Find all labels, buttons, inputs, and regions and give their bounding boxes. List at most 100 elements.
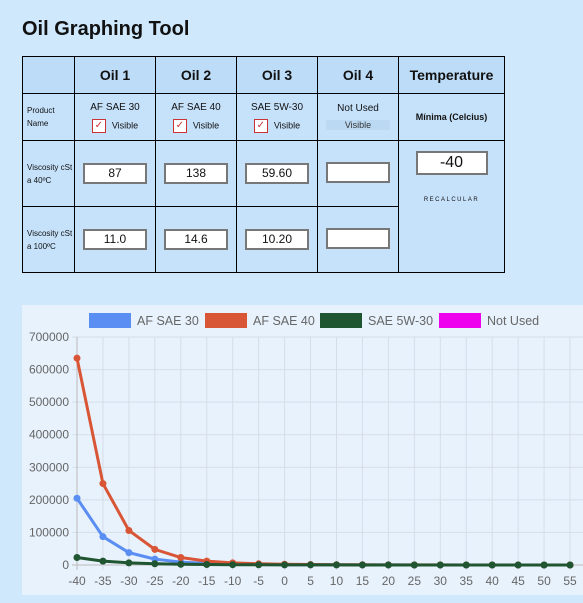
- data-point: [151, 545, 159, 553]
- viscosity-input[interactable]: 14.6: [164, 229, 228, 250]
- temperature-input[interactable]: -40: [415, 151, 488, 175]
- data-point: [99, 533, 107, 541]
- legend-swatch: [320, 313, 362, 328]
- data-point: [73, 554, 81, 562]
- viscosity-input[interactable]: 11.0: [83, 229, 147, 250]
- x-tick-label: -40: [68, 574, 86, 588]
- data-point: [203, 561, 211, 569]
- column-header: Oil 2: [155, 56, 237, 94]
- y-tick-label: 500000: [29, 395, 69, 409]
- y-tick-label: 200000: [29, 493, 69, 507]
- page-title: Oil Graphing Tool: [22, 18, 190, 40]
- temperature-label: Mínima (Celcius): [398, 93, 505, 141]
- x-tick-label: -35: [94, 574, 112, 588]
- x-tick-label: -10: [224, 574, 242, 588]
- series-line: [76, 556, 571, 567]
- y-tick-label: 700000: [29, 330, 69, 344]
- data-point: [462, 561, 470, 569]
- y-tick-label: 0: [62, 558, 69, 572]
- legend-label: Not Used: [487, 314, 539, 328]
- product-cell: AF SAE 40 ✓ Visible: [155, 93, 237, 141]
- data-point: [436, 561, 444, 569]
- column-header: Oil 4: [317, 56, 399, 94]
- x-tick-label: 40: [485, 574, 499, 588]
- x-tick-label: -25: [146, 574, 164, 588]
- data-point: [384, 561, 392, 569]
- data-point: [229, 561, 237, 569]
- data-point: [307, 561, 315, 569]
- x-tick-label: 45: [511, 574, 525, 588]
- chart: 0 100000 200000 300000 400000 500000 600000 700…: [22, 305, 583, 595]
- temperature-cell: -40 RECALCULAR: [398, 140, 505, 273]
- data-point: [125, 549, 133, 557]
- x-tick-label: 20: [382, 574, 396, 588]
- column-header: Oil 1: [74, 56, 156, 94]
- legend-swatch: [205, 313, 247, 328]
- checkbox[interactable]: ✓: [253, 118, 268, 133]
- data-point: [125, 559, 133, 567]
- column-header: Temperature: [398, 56, 505, 94]
- legend-label: AF SAE 30: [137, 314, 199, 328]
- product-name: AF SAE 40: [171, 101, 221, 113]
- row-label: Viscosity cSt a 100ºC: [22, 206, 75, 273]
- data-point: [73, 354, 81, 362]
- x-tick-label: -30: [120, 574, 138, 588]
- y-tick-label: 100000: [29, 525, 69, 539]
- legend-label: AF SAE 40: [253, 314, 315, 328]
- x-tick-label: 25: [408, 574, 422, 588]
- viscosity-input[interactable]: 87: [83, 163, 147, 184]
- data-point: [540, 561, 548, 569]
- viscosity-input[interactable]: [326, 227, 390, 249]
- y-tick-label: 300000: [29, 460, 69, 474]
- data-point: [151, 560, 159, 568]
- product-name: Not Used: [337, 103, 379, 114]
- x-tick-label: 5: [307, 574, 314, 588]
- data-point: [177, 560, 185, 568]
- data-point: [332, 561, 340, 569]
- x-tick-label: -15: [198, 574, 216, 588]
- x-tick-label: 30: [434, 574, 448, 588]
- row-label: Viscosity cSt a 40ºC: [22, 140, 75, 207]
- data-point: [488, 561, 496, 569]
- product-name: SAE 5W-30: [250, 101, 304, 113]
- viscosity-input[interactable]: 138: [164, 163, 228, 184]
- x-tick-label: -5: [253, 574, 264, 588]
- x-tick-label: 15: [356, 574, 370, 588]
- viscosity-input[interactable]: 10.20: [245, 229, 309, 250]
- data-point: [73, 494, 81, 502]
- x-tick-label: -20: [172, 574, 190, 588]
- recalculate-button[interactable]: RECALCULAR: [423, 197, 480, 203]
- visible-label: Visible: [326, 120, 390, 130]
- data-point: [358, 561, 366, 569]
- legend-swatch: [89, 313, 131, 328]
- product-cell: Not Used Visible: [317, 93, 399, 141]
- oil-table: Oil 1 Oil 2 Oil 3 Oil 4 Temperature Prod…: [22, 56, 505, 273]
- y-tick-label: 400000: [29, 428, 69, 442]
- product-name: AF SAE 30: [90, 101, 140, 113]
- data-point: [566, 561, 574, 569]
- x-tick-label: 55: [563, 574, 577, 588]
- data-point: [125, 526, 133, 534]
- x-tick-label: 10: [330, 574, 344, 588]
- checkbox[interactable]: ✓: [91, 118, 106, 133]
- data-point: [99, 557, 107, 565]
- viscosity-input[interactable]: 59.60: [245, 163, 309, 184]
- x-tick-label: 50: [537, 574, 551, 588]
- product-cell: SAE 5W-30 ✓ Visible: [236, 93, 318, 141]
- data-point: [514, 561, 522, 569]
- corner-cell: [22, 56, 75, 94]
- data-point: [410, 561, 418, 569]
- visible-label: Visible: [111, 119, 139, 130]
- y-tick-label: 600000: [29, 363, 69, 377]
- data-point: [177, 554, 185, 562]
- checkbox[interactable]: ✓: [172, 118, 187, 133]
- visible-label: Visible: [273, 119, 301, 130]
- x-tick-label: 0: [281, 574, 288, 588]
- legend-label: SAE 5W-30: [368, 314, 433, 328]
- visible-label: Visible: [192, 119, 220, 130]
- viscosity-input[interactable]: [326, 161, 390, 183]
- product-cell: AF SAE 30 ✓ Visible: [74, 93, 156, 141]
- data-point: [281, 561, 289, 569]
- legend-swatch: [439, 313, 481, 328]
